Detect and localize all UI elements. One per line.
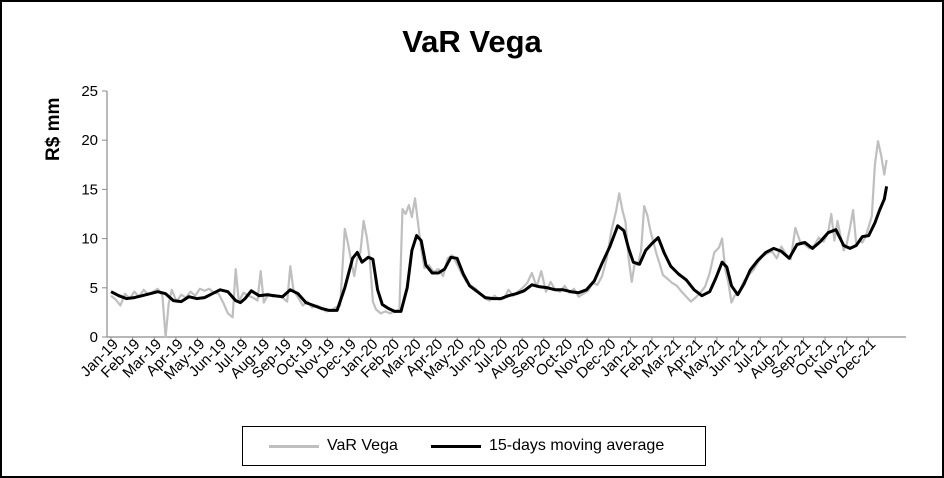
legend-item-moving-average: 15-days moving average <box>431 437 664 455</box>
legend-swatch-var-vega <box>269 444 319 448</box>
series-layer <box>110 140 889 339</box>
legend-swatch-moving-average <box>431 444 481 448</box>
y-tick-label: 10 <box>81 231 98 248</box>
chart-title: VaR Vega <box>402 24 542 59</box>
y-tick-label: 20 <box>81 132 98 149</box>
y-tick-label: 0 <box>90 329 98 346</box>
legend: VaR Vega 15-days moving average <box>242 426 706 466</box>
y-tick-label: 25 <box>81 83 98 100</box>
series-line-var-vega <box>110 140 888 339</box>
legend-label-moving-average: 15-days moving average <box>489 437 665 454</box>
legend-label-var-vega: VaR Vega <box>327 437 398 454</box>
legend-item-var-vega: VaR Vega <box>269 437 398 455</box>
series-line-moving-average <box>110 186 889 313</box>
x-ticks: Jan-19Feb-19Mar-19Apr-19May-19Jun-19Jul-… <box>77 336 879 383</box>
y-ticks: 0 5 10 15 20 25 <box>81 83 107 346</box>
y-tick-label: 15 <box>81 181 98 198</box>
y-tick-label: 5 <box>90 280 98 297</box>
